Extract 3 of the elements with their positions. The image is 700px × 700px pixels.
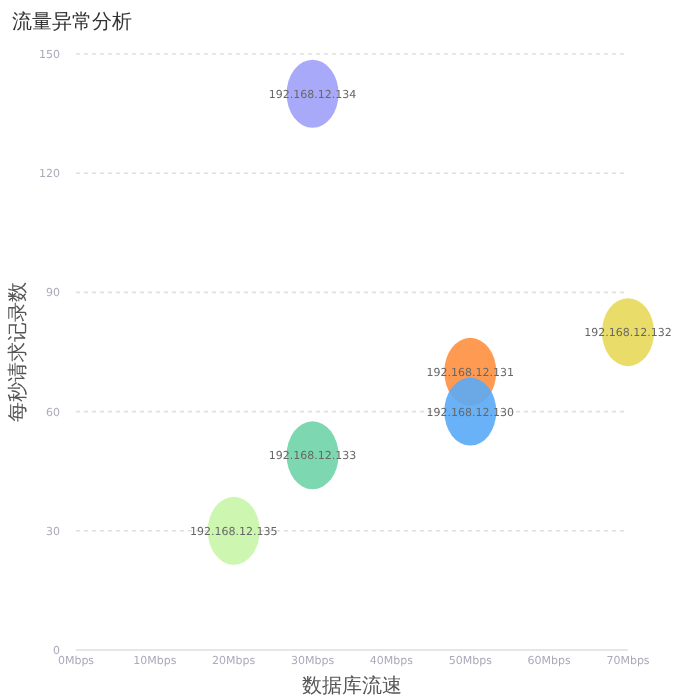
- y-axis-title: 每秒请求记录数: [6, 282, 30, 422]
- x-axis-title: 数据库流速: [302, 674, 402, 698]
- chart-title: 流量异常分析: [12, 10, 132, 34]
